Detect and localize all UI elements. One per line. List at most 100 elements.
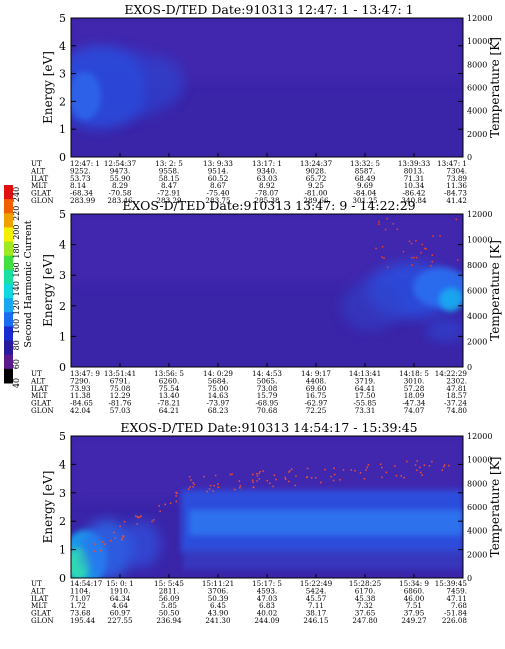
temperature-point — [113, 531, 115, 534]
y-axis-label: Energy [eV] — [41, 254, 55, 327]
orbit-cell: 18.57 — [446, 391, 467, 400]
orbit-cell: 13: 2: 5 — [155, 159, 183, 168]
y-tick-label: 4 — [59, 458, 66, 471]
intensity-region — [426, 318, 463, 343]
orbit-cell: 10.34 — [404, 181, 425, 190]
orbit-cell: 13:47: 9 — [70, 369, 100, 378]
orbit-cell: 283.29 — [156, 196, 182, 205]
temperature-point — [366, 466, 368, 469]
orbit-cell: -86.42 — [402, 189, 425, 198]
y2-tick-label: 2000 — [467, 130, 487, 139]
orbit-cell: 244.09 — [254, 616, 280, 625]
temperature-point — [258, 472, 260, 475]
colorbar-tick-label: 200 — [12, 225, 21, 240]
orbit-cell: 73.93 — [70, 384, 91, 393]
temperature-point — [189, 486, 191, 488]
temperature-point — [193, 483, 196, 486]
temperature-point — [122, 535, 125, 538]
y-tick-label: 1 — [59, 123, 66, 136]
orbit-cell: 38.17 — [306, 609, 327, 618]
orbit-cell: 7.11 — [308, 601, 324, 610]
temperature-point — [333, 473, 336, 476]
temperature-point — [414, 464, 417, 466]
orbit-cell: 14: 0:29 — [203, 369, 233, 378]
y-tick-label: 3 — [59, 487, 66, 500]
orbit-cell: 249.27 — [401, 616, 427, 625]
temperature-point — [359, 472, 362, 474]
orbit-cell: -84.04 — [353, 189, 376, 198]
temperature-point — [457, 259, 459, 261]
temperature-point — [381, 256, 383, 258]
orbit-row-label: GLON — [31, 616, 54, 625]
temperature-point — [140, 515, 142, 517]
y2-tick-label: 8000 — [467, 60, 487, 69]
orbit-cell: 73.68 — [70, 609, 91, 618]
orbit-cell: 65.72 — [306, 174, 327, 183]
temperature-point — [386, 217, 388, 220]
y-tick-label: 4 — [59, 239, 66, 252]
temperature-point — [430, 265, 432, 267]
panel-title: EXOS-D/TED Date:910313 14:54:17 - 15:39:… — [120, 420, 417, 435]
y2-tick-label: 10000 — [467, 456, 492, 465]
temperature-point — [367, 464, 370, 466]
temperature-point — [416, 460, 418, 462]
orbit-cell: 9558. — [159, 166, 180, 175]
temperature-point — [447, 464, 450, 467]
panel-3: EXOS-D/TED Date:910313 14:54:17 - 15:39:… — [30, 420, 502, 625]
intensity-region — [146, 57, 186, 102]
orbit-cell: 60.52 — [208, 174, 229, 183]
y2-tick-label: 6000 — [467, 503, 487, 512]
orbit-cell: 60.97 — [110, 609, 131, 618]
colorbar-tick-label: 220 — [12, 206, 21, 221]
temperature-point — [400, 475, 402, 477]
temperature-point — [231, 473, 233, 475]
temperature-point — [294, 484, 297, 487]
temperature-point — [256, 475, 259, 477]
colorbar: 40 60 80 100 120 140 160 180 200 220 240 Second Har… — [4, 185, 34, 388]
temperature-point — [239, 487, 241, 489]
orbit-cell: 8.47 — [161, 181, 177, 190]
temperature-point — [187, 488, 190, 490]
temperature-point — [114, 537, 117, 539]
orbit-cell: 41.42 — [446, 196, 467, 205]
orbit-cell: -55.85 — [353, 399, 376, 408]
orbit-cell: -47.34 — [402, 399, 425, 408]
temperature-point — [365, 469, 367, 471]
orbit-cell: -81.00 — [304, 189, 327, 198]
orbit-cell: 73.08 — [257, 384, 278, 393]
temperature-point — [354, 469, 356, 472]
colorbar-tick-label: 240 — [12, 187, 21, 202]
temperature-point — [439, 235, 441, 237]
orbit-cell: 72.25 — [306, 406, 327, 415]
temperature-point — [101, 541, 104, 543]
orbit-cell: 47.81 — [446, 384, 467, 393]
orbit-row-label: UT — [31, 159, 42, 168]
orbit-cell: 15:11:21 — [202, 579, 234, 588]
orbit-cell: 14:22:29 — [435, 369, 468, 378]
orbit-cell: -37.24 — [444, 399, 467, 408]
orbit-cell: 71.07 — [70, 594, 91, 603]
orbit-cell: 4.64 — [112, 601, 128, 610]
temperature-point — [291, 468, 293, 470]
orbit-cell: -84.65 — [70, 399, 93, 408]
temperature-point — [275, 478, 277, 481]
orbit-cell: 8.29 — [112, 181, 128, 190]
orbit-cell: 11.36 — [446, 181, 467, 190]
orbit-cell: 50.39 — [208, 594, 229, 603]
orbit-cell: 75.08 — [110, 384, 131, 393]
colorbar-tick-label: 60 — [12, 359, 21, 369]
colorbar-tick-label: 140 — [12, 281, 21, 296]
orbit-cell: 46.00 — [404, 594, 425, 603]
orbit-cell: 8.14 — [70, 181, 86, 190]
orbit-row-label: ALT — [30, 376, 45, 385]
temperature-point — [428, 465, 431, 467]
temperature-point — [217, 486, 220, 488]
temperature-point — [375, 247, 377, 250]
orbit-row-label: ILAT — [31, 594, 48, 603]
temperature-point — [289, 469, 291, 472]
temperature-point — [122, 534, 125, 537]
orbit-cell: 241.30 — [205, 616, 231, 625]
orbit-cell: 73.89 — [446, 174, 467, 183]
temperature-point — [119, 525, 121, 528]
